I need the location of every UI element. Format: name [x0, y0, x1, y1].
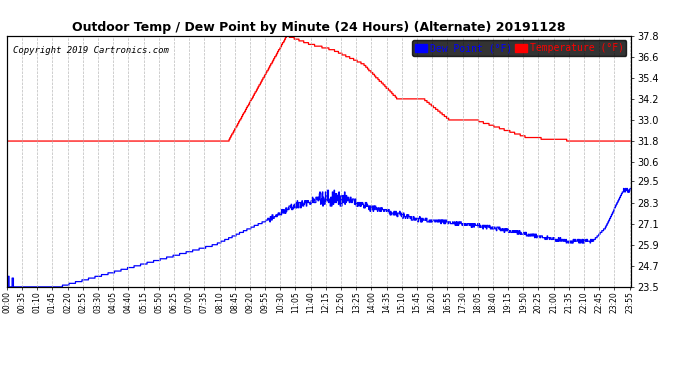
- Text: Copyright 2019 Cartronics.com: Copyright 2019 Cartronics.com: [13, 46, 169, 55]
- Legend: Dew Point (°F), Temperature (°F): Dew Point (°F), Temperature (°F): [413, 40, 627, 56]
- Title: Outdoor Temp / Dew Point by Minute (24 Hours) (Alternate) 20191128: Outdoor Temp / Dew Point by Minute (24 H…: [72, 21, 566, 34]
